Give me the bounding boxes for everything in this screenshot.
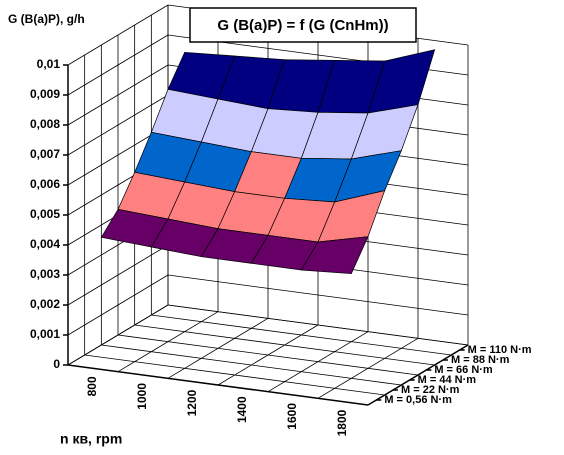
y-tick-label: 0,003: [30, 267, 60, 281]
grid-line: [67, 304, 169, 366]
grid-line: [67, 94, 169, 156]
x-tick-label: 1400: [235, 396, 249, 423]
floor-grid-line: [101, 344, 402, 386]
grid-line: [167, 304, 469, 346]
series-label: M = 88 N·m: [451, 354, 510, 366]
grid-line: [167, 274, 469, 316]
x-axis: [67, 364, 369, 406]
x-tick-label: 1800: [335, 409, 349, 436]
series-label: M = 110 N·m: [468, 344, 532, 356]
floor-grid-line: [117, 334, 419, 376]
series-label: M = 44 N·m: [418, 374, 477, 386]
x-axis-label: n кв, rpm: [60, 431, 122, 447]
floor-grid-line: [134, 324, 435, 366]
y-tick-label: 0,01: [37, 57, 61, 71]
y-tick-label: 0,009: [30, 87, 60, 101]
y-tick-label: 0: [53, 357, 60, 371]
chart-title: G (B(a)P) = f (G (CnHm)): [217, 17, 388, 34]
surface-patch: [367, 49, 436, 114]
y-tick-label: 0,005: [30, 207, 60, 221]
y-tick-label: 0,006: [30, 177, 60, 191]
series-label: M = 0,56 N·m: [384, 394, 452, 406]
y-tick-label: 0,007: [30, 147, 60, 161]
grid-line: [67, 274, 169, 336]
x-tick-label: 1000: [135, 383, 149, 410]
y-tick-label: 0,002: [30, 297, 60, 311]
grid-line: [67, 4, 169, 66]
grid-line: [67, 244, 169, 306]
title-box: [189, 7, 417, 43]
x-tick-label: 1200: [185, 389, 199, 416]
y-tick-label: 0,001: [30, 327, 60, 341]
grid-line: [67, 34, 169, 96]
y-axis-label: G (B(a)P), g/h: [8, 12, 85, 26]
x-tick-label: 1600: [285, 403, 299, 430]
series-label: M = 22 N·m: [401, 384, 460, 396]
y-tick-label: 0,004: [30, 237, 60, 251]
grid-line: [67, 64, 169, 126]
surface-patch: [300, 236, 369, 275]
floor-grid-line: [84, 354, 385, 396]
series-label: M = 66 N·m: [434, 364, 493, 376]
y-tick-label: 0,008: [30, 117, 60, 131]
floor-grid-line: [151, 314, 452, 356]
depth-axis: [367, 344, 469, 406]
x-tick-label: 800: [85, 376, 99, 396]
